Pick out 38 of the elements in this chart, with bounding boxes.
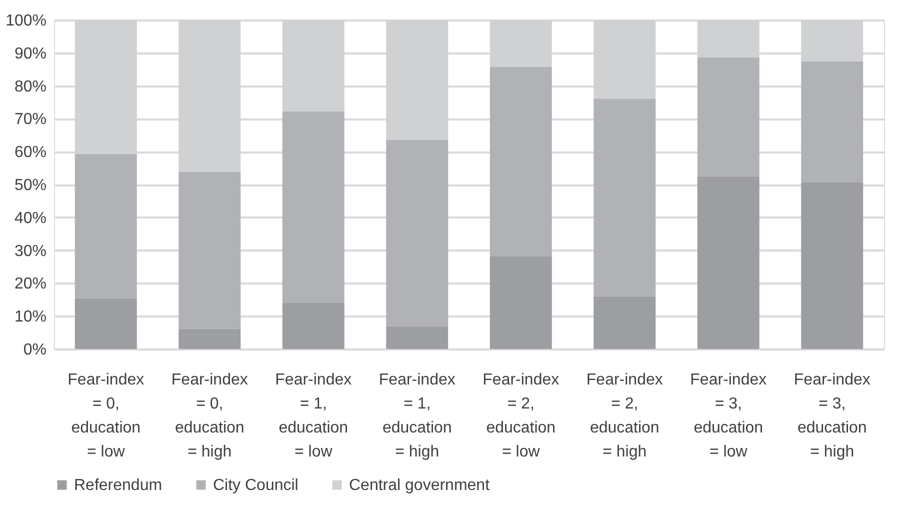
bar — [74, 298, 137, 349]
x-tick-label: Fear-index = 2, education = high — [586, 372, 663, 460]
y-tick-label: 100% — [6, 12, 46, 30]
bar — [697, 176, 760, 349]
bar — [386, 326, 448, 349]
bar — [178, 172, 241, 329]
bar — [594, 296, 656, 349]
x-tick-label: Fear-index = 1, education = low — [275, 372, 352, 460]
bar — [386, 140, 448, 326]
legend-label: Referendum — [74, 477, 162, 494]
bar — [801, 182, 864, 349]
y-tick-label: 90% — [14, 45, 46, 62]
legend-label: City Council — [213, 477, 298, 494]
y-tick-label: 80% — [14, 78, 46, 96]
legend-label: Central government — [349, 477, 490, 494]
y-tick-label: 0% — [23, 342, 46, 358]
y-tick-label: 60% — [14, 144, 46, 162]
y-tick-label: 70% — [14, 111, 46, 128]
bar — [178, 328, 241, 349]
bar — [801, 61, 864, 183]
y-tick-label: 30% — [14, 242, 46, 260]
bar — [282, 302, 344, 349]
bar — [282, 111, 344, 303]
bar — [490, 66, 552, 257]
x-tick-label: Fear-index = 2, education = low — [482, 372, 560, 460]
x-tick-label: Fear-index = 0, education = high — [171, 372, 248, 460]
x-tick-label: Fear-index = 0, education = low — [68, 372, 144, 460]
y-tick-label: 20% — [14, 276, 46, 293]
x-tick-label: Fear-index = 3, education = low — [690, 372, 767, 460]
x-tick-label: Fear-index = 1, education = high — [378, 372, 456, 460]
x-tick-label: Fear-index = 3, education = high — [794, 372, 870, 460]
y-tick-label: 50% — [14, 177, 46, 194]
y-tick-label: 10% — [14, 308, 46, 326]
y-tick-label: 40% — [14, 210, 46, 227]
bar — [74, 154, 137, 298]
bar — [594, 98, 656, 296]
bar — [697, 58, 760, 176]
bar — [490, 256, 552, 349]
